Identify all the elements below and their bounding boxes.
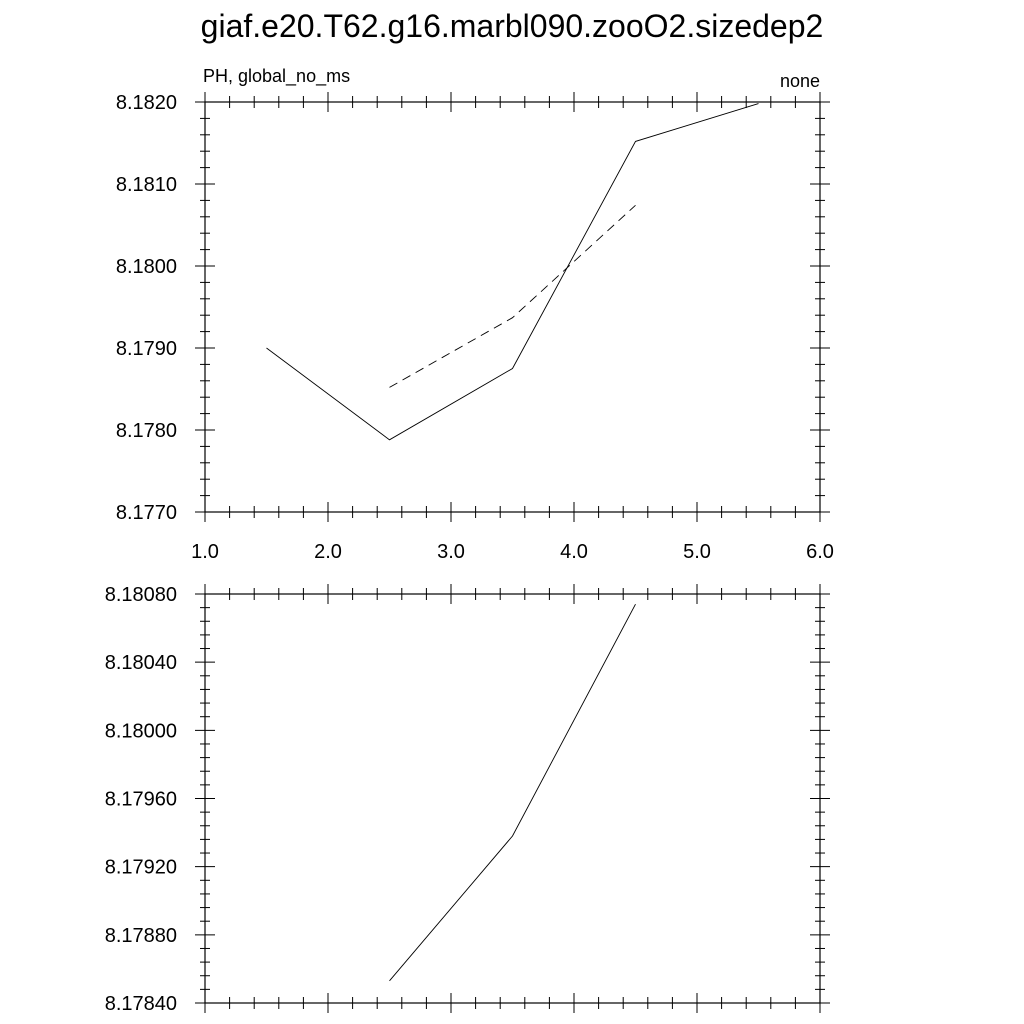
x-tick-label: 2.0 — [314, 541, 342, 563]
plot-frame — [204, 593, 821, 1004]
solid-series-line — [266, 103, 759, 441]
y-tick-label: 8.1800 — [116, 256, 177, 278]
solid-series-line — [389, 603, 636, 982]
y-tick-label: 8.17960 — [105, 789, 177, 811]
y-tick-label: 8.1810 — [116, 174, 177, 196]
y-tick-label: 8.1790 — [116, 338, 177, 360]
y-tick-label: 8.17840 — [105, 993, 177, 1015]
variable-label: PH, global_no_ms — [203, 66, 350, 87]
y-tick-label: 8.18040 — [105, 652, 177, 674]
plot-frame — [204, 101, 821, 513]
x-tick-label: 6.0 — [806, 541, 834, 563]
page-title: giaf.e20.T62.g16.marbl090.zooO2.sizedep2 — [200, 8, 824, 44]
y-tick-label: 8.1820 — [116, 92, 177, 114]
x-tick-label: 3.0 — [437, 541, 465, 563]
dashed-series-line — [389, 204, 636, 388]
y-tick-label: 8.17920 — [105, 857, 177, 879]
y-tick-label: 8.18000 — [105, 720, 177, 742]
x-tick-label: 4.0 — [560, 541, 588, 563]
y-tick-label: 8.18080 — [105, 584, 177, 606]
units-label: none — [780, 71, 820, 91]
x-tick-label: 1.0 — [191, 541, 219, 563]
y-tick-label: 8.17880 — [105, 925, 177, 947]
y-tick-label: 8.1770 — [116, 502, 177, 524]
bottom-panel: 8.17840 8.17880 8.17920 8.17960 8.18000 8.180… — [105, 584, 830, 1015]
top-panel: 1.0 2.0 3.0 4.0 5.0 6.0 8.1770 8.1780 8.1790 8.18… — [116, 66, 834, 563]
y-tick-label: 8.1780 — [116, 420, 177, 442]
x-tick-label: 5.0 — [683, 541, 711, 563]
